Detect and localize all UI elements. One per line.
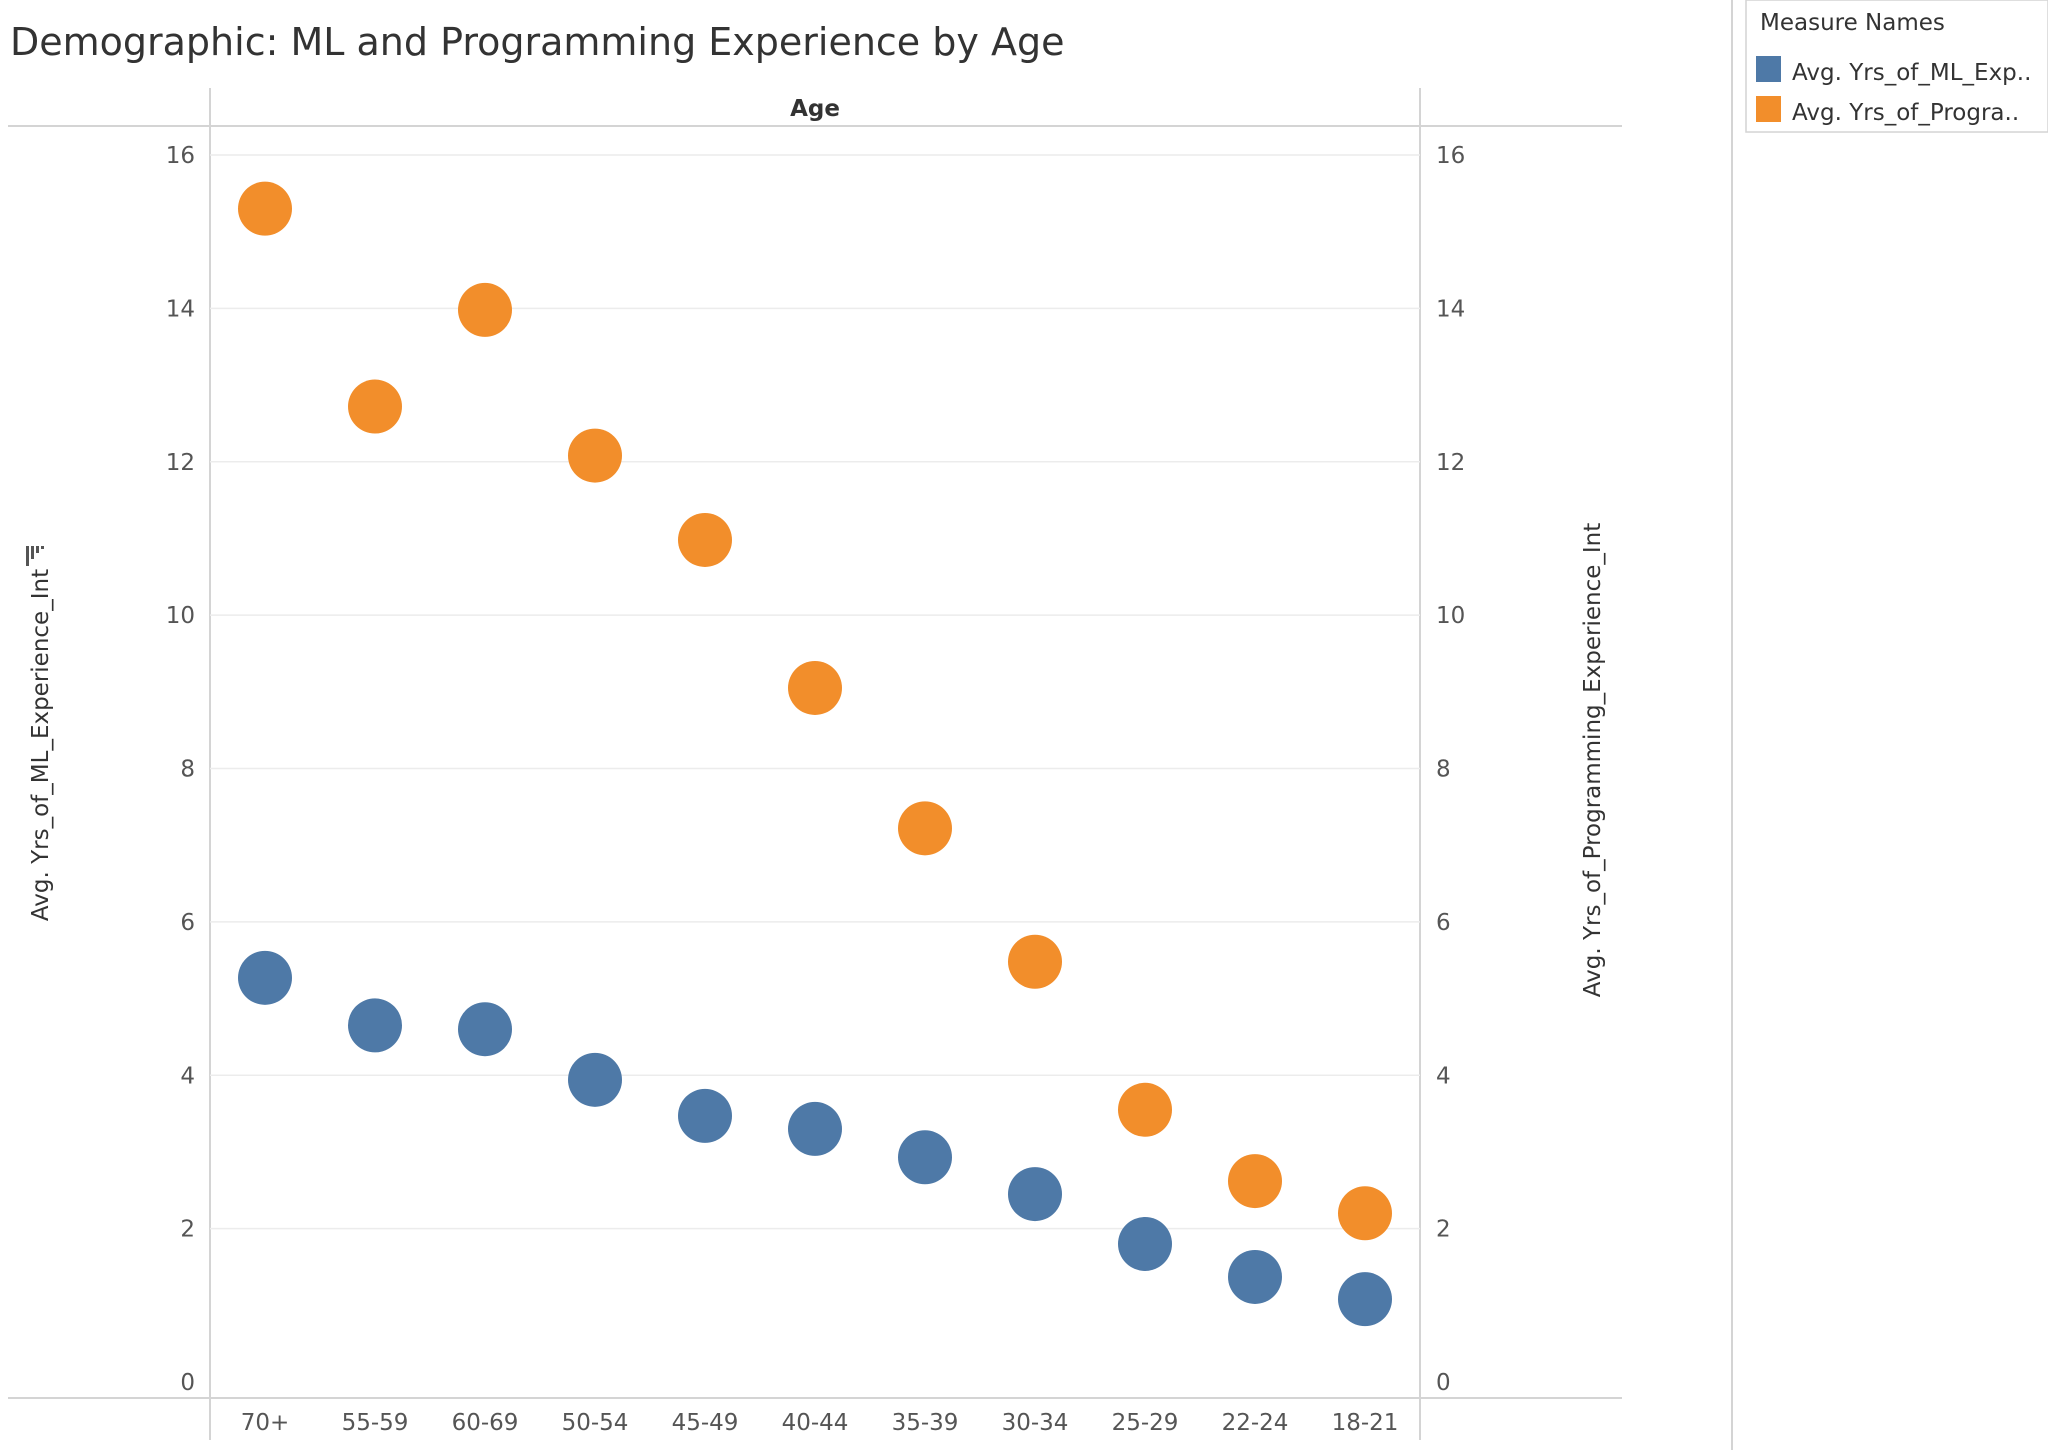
legend: Measure Names Avg. Yrs_of_ML_Exp.. Avg. …	[1731, 0, 2048, 1450]
x-tick-label: 22-24	[1222, 1410, 1289, 1436]
legend-item-ml[interactable]: Avg. Yrs_of_ML_Exp..	[1756, 56, 2031, 86]
programming-experience-point[interactable]	[678, 512, 732, 567]
y-tick-label-right: 12	[1436, 450, 1465, 476]
data-points	[238, 181, 1392, 1327]
y-tick-label-right: 0	[1436, 1370, 1451, 1396]
legend-swatch-programming	[1756, 96, 1781, 122]
y-axis-left-title-group: Avg. Yrs_of_ML_Experience_Int	[26, 546, 54, 921]
programming-experience-point[interactable]	[1008, 934, 1062, 989]
y-ticks-left: 0 2 4 6 8 10 12 14 16	[166, 143, 195, 1396]
programming-experience-point[interactable]	[568, 428, 622, 483]
x-tick-label: 55-59	[342, 1410, 409, 1436]
x-tick-label: 30-34	[1002, 1410, 1069, 1436]
legend-swatch-ml	[1756, 56, 1781, 82]
y-tick-label-right: 14	[1436, 296, 1465, 322]
ml-experience-point[interactable]	[568, 1052, 622, 1107]
ml-experience-point[interactable]	[458, 1002, 512, 1057]
sort-icon[interactable]	[26, 546, 44, 566]
y-tick-label-left: 2	[180, 1217, 195, 1243]
y-tick-label-right: 2	[1436, 1217, 1451, 1243]
legend-label-programming: Avg. Yrs_of_Progra..	[1792, 100, 2019, 126]
chart-frame	[8, 88, 1622, 1440]
x-tick-label: 35-39	[892, 1410, 959, 1436]
y-tick-label-left: 4	[180, 1063, 195, 1089]
programming-experience-point[interactable]	[1228, 1154, 1282, 1209]
y-tick-label-left: 8	[180, 757, 195, 783]
legend-item-programming[interactable]: Avg. Yrs_of_Progra..	[1756, 96, 2019, 126]
programming-experience-point[interactable]	[348, 379, 402, 434]
x-tick-label: 45-49	[672, 1410, 739, 1436]
ml-experience-point[interactable]	[678, 1088, 732, 1143]
legend-title: Measure Names	[1760, 10, 1945, 36]
ml-experience-point[interactable]	[788, 1101, 842, 1156]
x-tick-label: 25-29	[1112, 1410, 1179, 1436]
ml-experience-point[interactable]	[1118, 1216, 1172, 1271]
x-tick-label: 50-54	[562, 1410, 629, 1436]
y-tick-label-left: 10	[166, 603, 195, 629]
y-tick-label-left: 16	[166, 143, 195, 169]
chart-title: Demographic: ML and Programming Experien…	[10, 20, 1064, 64]
x-tick-label: 70+	[241, 1410, 290, 1436]
y-axis-right-title: Avg. Yrs_of_Programming_Experience_Int	[1580, 523, 1606, 998]
x-tick-label: 60-69	[452, 1410, 519, 1436]
programming-experience-point[interactable]	[238, 181, 292, 236]
ml-experience-point[interactable]	[1228, 1249, 1282, 1304]
x-tick-label: 18-21	[1332, 1410, 1399, 1436]
programming-experience-point[interactable]	[1118, 1082, 1172, 1137]
x-axis-title: Age	[790, 96, 840, 122]
programming-experience-point[interactable]	[1338, 1186, 1392, 1241]
programming-experience-point[interactable]	[788, 660, 842, 715]
ml-experience-point[interactable]	[1338, 1272, 1392, 1327]
y-tick-label-right: 16	[1436, 143, 1465, 169]
ml-experience-point[interactable]	[238, 950, 292, 1005]
y-tick-label-right: 8	[1436, 757, 1451, 783]
y-tick-label-left: 0	[180, 1370, 195, 1396]
legend-label-ml: Avg. Yrs_of_ML_Exp..	[1792, 60, 2031, 86]
programming-experience-point[interactable]	[458, 282, 512, 337]
y-tick-label-left: 12	[166, 450, 195, 476]
y-tick-label-right: 4	[1436, 1063, 1451, 1089]
y-ticks-right: 0 2 4 6 8 10 12 14 16	[1436, 143, 1465, 1396]
x-tick-label: 40-44	[782, 1410, 849, 1436]
programming-experience-point[interactable]	[898, 801, 952, 856]
legend-box	[1745, 0, 2048, 133]
y-axis-left-title: Avg. Yrs_of_ML_Experience_Int	[28, 569, 54, 921]
y-tick-label-left: 6	[180, 910, 195, 936]
y-tick-label-left: 14	[166, 296, 195, 322]
ml-experience-point[interactable]	[1008, 1167, 1062, 1222]
gridlines	[210, 154, 1420, 1230]
y-tick-label-right: 10	[1436, 603, 1465, 629]
ml-experience-point[interactable]	[898, 1130, 952, 1185]
ml-experience-point[interactable]	[348, 998, 402, 1053]
x-ticks: 70+ 55-59 60-69 50-54 45-49 40-44 35-39 30-34 25…	[241, 1410, 1399, 1436]
y-tick-label-right: 6	[1436, 910, 1451, 936]
